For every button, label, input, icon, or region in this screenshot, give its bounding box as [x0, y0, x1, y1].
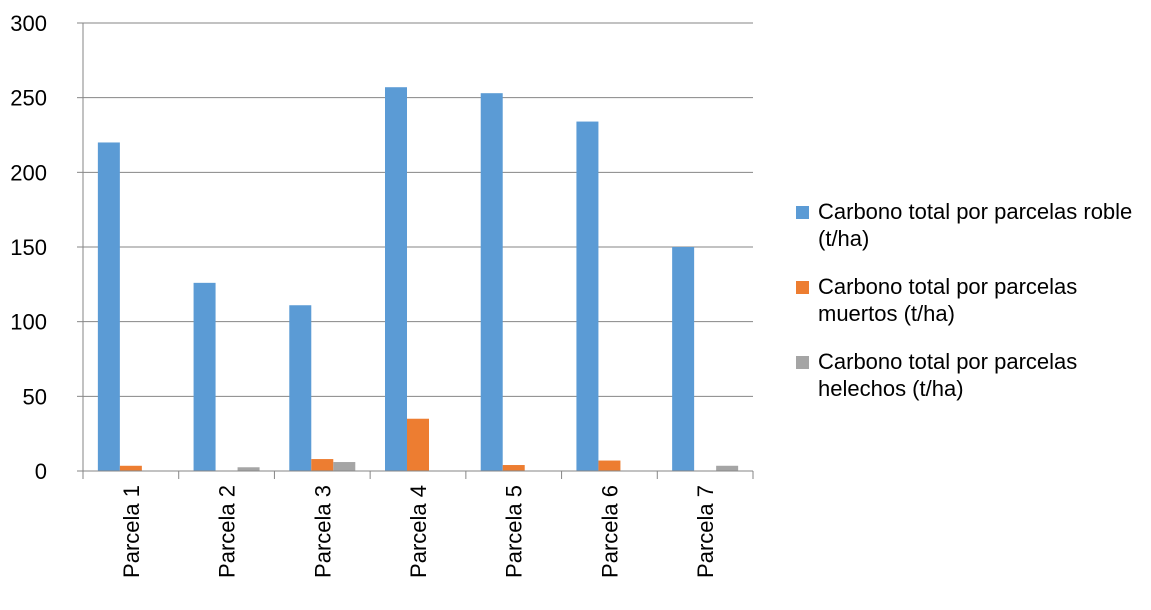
legend-swatch-helechos	[796, 356, 809, 369]
legend: Carbono total por parcelas roble (t/ha) …	[796, 198, 1146, 423]
bar-muertos	[119, 465, 142, 471]
legend-label-roble: Carbono total por parcelas roble (t/ha)	[818, 199, 1133, 251]
y-tick-label: 0	[35, 459, 47, 484]
tick-labels: 0 50 100 150 200 250 300 Parcela 1 Parcela 2 Parc…	[10, 11, 718, 578]
legend-label-muertos: Carbono total por parcelas muertos (t/ha…	[818, 274, 1078, 326]
legend-item-roble: Carbono total por parcelas roble (t/ha)	[796, 198, 1146, 252]
bar-roble	[385, 87, 407, 472]
axes	[77, 22, 754, 479]
bar-roble	[97, 142, 120, 471]
x-tick-label: Parcela 1	[119, 485, 144, 578]
x-tick-label: Parcela 2	[215, 485, 240, 578]
x-tick-label: Parcela 7	[693, 485, 718, 578]
y-tick-label: 50	[23, 384, 47, 409]
bar-roble	[193, 282, 216, 471]
y-tick-label: 200	[10, 160, 47, 185]
bar-muertos	[502, 465, 525, 471]
x-tick-label: Parcela 5	[502, 485, 527, 578]
y-tick-label: 100	[10, 310, 47, 335]
legend-swatch-roble	[796, 206, 809, 219]
bar-helechos	[333, 462, 356, 471]
bar-muertos	[407, 418, 429, 471]
bars	[97, 87, 739, 472]
y-tick-label: 300	[10, 11, 47, 36]
bar-roble	[480, 93, 503, 471]
legend-swatch-muertos	[796, 281, 809, 294]
x-tick-label: Parcela 3	[310, 485, 335, 578]
legend-item-muertos: Carbono total por parcelas muertos (t/ha…	[796, 273, 1146, 327]
legend-item-helechos: Carbono total por parcelas helechos (t/h…	[796, 348, 1146, 402]
bar-helechos	[237, 467, 260, 471]
legend-label-helechos: Carbono total por parcelas helechos (t/h…	[818, 349, 1078, 401]
x-tick-label: Parcela 6	[597, 485, 622, 578]
x-tick-label: Parcela 4	[406, 485, 431, 578]
gridlines	[83, 22, 753, 397]
bar-roble	[576, 121, 599, 471]
bar-roble	[672, 247, 695, 471]
bar-roble	[289, 305, 312, 471]
y-tick-label: 250	[10, 86, 47, 111]
bar-muertos	[311, 459, 334, 471]
y-tick-label: 150	[10, 235, 47, 260]
bar-helechos	[716, 465, 739, 471]
bar-muertos	[598, 460, 621, 471]
